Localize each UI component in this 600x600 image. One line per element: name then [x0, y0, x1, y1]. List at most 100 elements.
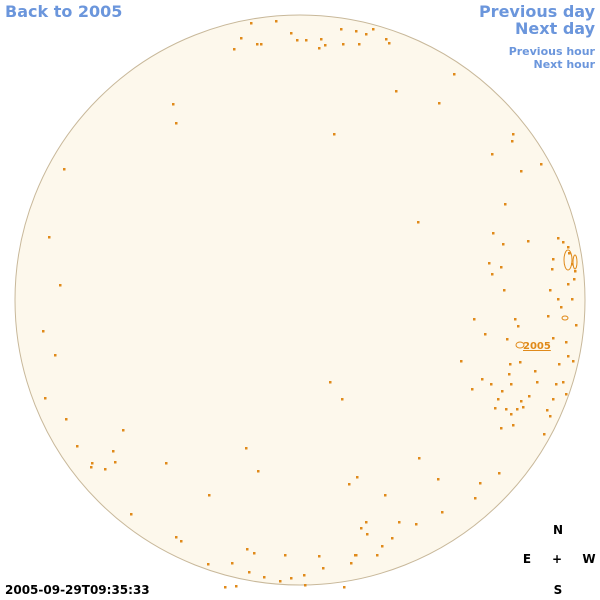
- magnetic-feature-dot: [549, 289, 552, 292]
- magnetic-feature-dot: [512, 133, 515, 136]
- magnetic-feature-dot: [415, 523, 418, 526]
- magnetic-feature-dot: [263, 576, 266, 579]
- magnetic-feature-dot: [552, 258, 555, 261]
- magnetic-feature-dot: [333, 133, 336, 136]
- magnetic-feature-dot: [260, 43, 263, 46]
- magnetic-feature-dot: [484, 333, 487, 336]
- magnetic-feature-dot: [546, 409, 549, 412]
- magnetic-feature-dot: [471, 388, 474, 391]
- magnetic-feature-dot: [42, 330, 45, 333]
- magnetic-feature-dot: [490, 383, 493, 386]
- compass-north: N: [552, 523, 564, 537]
- magnetic-feature-dot: [558, 363, 561, 366]
- magnetic-feature-dot: [527, 240, 530, 243]
- magnetic-feature-dot: [376, 554, 379, 557]
- magnetic-feature-dot: [248, 571, 251, 574]
- magnetic-feature-dot: [279, 580, 282, 583]
- magnetic-feature-dot: [512, 424, 515, 427]
- compass-south: S: [553, 583, 563, 597]
- magnetic-feature-dot: [90, 466, 93, 469]
- magnetic-feature-dot: [568, 252, 571, 255]
- magnetic-feature-dot: [246, 548, 249, 551]
- magnetic-feature-dot: [517, 325, 520, 328]
- magnetic-feature-dot: [547, 315, 550, 318]
- magnetic-feature-dot: [355, 30, 358, 33]
- magnetic-feature-dot: [381, 545, 384, 548]
- magnetic-feature-dot: [372, 28, 375, 31]
- magnetic-feature-dot: [573, 278, 576, 281]
- magnetic-feature-dot: [384, 494, 387, 497]
- timestamp: 2005-09-29T09:35:33: [5, 583, 150, 597]
- magnetic-feature-dot: [562, 381, 565, 384]
- magnetic-feature-dot: [418, 457, 421, 460]
- magnetic-feature-dot: [519, 361, 522, 364]
- magnetic-feature-dot: [122, 429, 125, 432]
- magnetic-feature-dot: [245, 447, 248, 450]
- magnetic-feature-dot: [395, 90, 398, 93]
- magnetic-feature-dot: [441, 511, 444, 514]
- magnetic-feature-dot: [460, 360, 463, 363]
- solar-disk: [14, 14, 586, 586]
- magnetic-feature-dot: [522, 406, 525, 409]
- magnetic-feature-dot: [324, 44, 327, 47]
- magnetic-features: [42, 20, 578, 589]
- magnetic-feature-dot: [508, 373, 511, 376]
- magnetic-feature-dot: [385, 38, 388, 41]
- magnetic-feature-dot: [303, 574, 306, 577]
- magnetic-feature-dot: [224, 586, 227, 589]
- active-region-link[interactable]: 2005: [523, 341, 551, 352]
- magnetic-feature-dot: [398, 521, 401, 524]
- magnetic-feature-dot: [340, 28, 343, 31]
- next-hour-link[interactable]: Next hour: [533, 58, 596, 71]
- magnetic-feature-dot: [557, 298, 560, 301]
- previous-day-link[interactable]: Previous day: [478, 2, 595, 21]
- back-to-year-link[interactable]: Back to 2005: [5, 2, 123, 21]
- magnetic-feature-dot: [528, 395, 531, 398]
- magnetic-feature-dot: [165, 462, 168, 465]
- magnetic-feature-dot: [304, 584, 307, 587]
- magnetic-feature-dot: [494, 407, 497, 410]
- magnetic-feature-dot: [417, 221, 420, 224]
- magnetic-feature-dot: [552, 398, 555, 401]
- next-day-link[interactable]: Next day: [515, 19, 595, 38]
- magnetic-feature-dot: [104, 468, 107, 471]
- magnetic-contour: [572, 254, 578, 270]
- magnetic-feature-dot: [250, 22, 253, 25]
- magnetic-feature-dot: [491, 273, 494, 276]
- previous-hour-link[interactable]: Previous hour: [508, 45, 595, 58]
- magnetic-feature-dot: [318, 47, 321, 50]
- magnetic-feature-dot: [322, 567, 325, 570]
- magnetic-feature-dot: [549, 415, 552, 418]
- magnetic-feature-dot: [514, 318, 517, 321]
- magnetic-feature-dot: [575, 324, 578, 327]
- magnetic-feature-dot: [253, 552, 256, 555]
- magnetic-feature-dot: [505, 408, 508, 411]
- magnetic-feature-dot: [453, 73, 456, 76]
- magnetic-feature-dot: [562, 241, 565, 244]
- magnetic-feature-dot: [571, 263, 574, 266]
- magnetic-feature-dot: [560, 306, 563, 309]
- magnetic-feature-dot: [365, 33, 368, 36]
- magnetic-feature-dot: [552, 337, 555, 340]
- magnetic-feature-dot: [207, 563, 210, 566]
- magnetic-feature-dot: [290, 32, 293, 35]
- magnetic-feature-dot: [565, 393, 568, 396]
- magnetic-contour: [563, 249, 573, 271]
- magnetic-feature-dot: [473, 318, 476, 321]
- magnetic-feature-dot: [437, 478, 440, 481]
- magnetic-feature-dot: [350, 562, 353, 565]
- magnetic-feature-dot: [59, 284, 62, 287]
- magnetic-feature-dot: [208, 494, 211, 497]
- magnetic-feature-dot: [534, 370, 537, 373]
- magnetic-feature-dot: [492, 232, 495, 235]
- magnetic-feature-dot: [356, 476, 359, 479]
- magnetic-feature-dot: [360, 527, 363, 530]
- magnetic-feature-dot: [506, 338, 509, 341]
- magnetic-feature-dot: [233, 48, 236, 51]
- magnetic-feature-dot: [516, 408, 519, 411]
- magnetic-feature-dot: [479, 482, 482, 485]
- magnetic-feature-dot: [275, 20, 278, 23]
- magnetic-feature-dot: [54, 354, 57, 357]
- magnetic-feature-dot: [342, 43, 345, 46]
